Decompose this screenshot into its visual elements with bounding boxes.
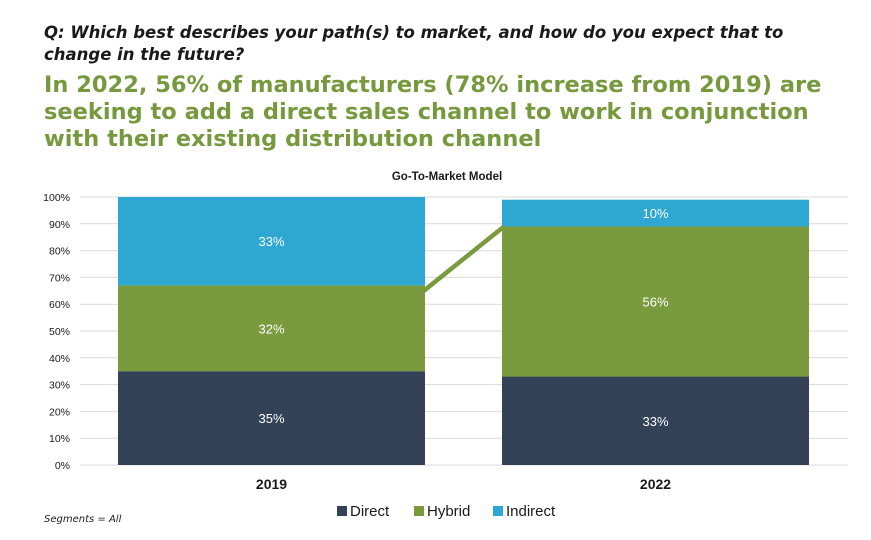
bar-segment-indirect-2019 xyxy=(118,197,425,286)
x-axis-ticks: 2019 2022 xyxy=(256,476,671,492)
bar-segment-direct-2019 xyxy=(118,371,425,465)
y-tick-label: 20% xyxy=(49,406,70,418)
legend: Direct Hybrid Indirect xyxy=(337,503,556,520)
data-label: 33% xyxy=(642,414,668,429)
legend-swatch-hybrid xyxy=(414,506,424,516)
headline: In 2022, 56% of manufacturers (78% incre… xyxy=(44,72,822,152)
survey-question: Q: Which best describes your path(s) to … xyxy=(44,23,784,64)
y-tick-label: 40% xyxy=(49,353,70,365)
legend-label-indirect: Indirect xyxy=(506,503,556,520)
legend-label-direct: Direct xyxy=(350,503,390,520)
data-label: 35% xyxy=(258,411,284,426)
y-tick-label: 30% xyxy=(49,380,70,392)
legend-swatch-direct xyxy=(337,506,347,516)
bar-segment-direct-2022 xyxy=(502,376,809,465)
y-tick-label: 10% xyxy=(49,433,70,445)
bar-segment-indirect-2022 xyxy=(502,199,809,227)
bar-segment-hybrid-2022 xyxy=(502,226,809,377)
hybrid-connector-line xyxy=(421,224,506,294)
footnote: Segments = All xyxy=(44,514,122,525)
chart-title: Go-To-Market Model xyxy=(392,171,502,183)
data-label: 10% xyxy=(642,206,668,221)
y-tick-label: 100% xyxy=(43,192,70,204)
data-label: 32% xyxy=(258,321,284,336)
bars xyxy=(118,197,809,465)
bar-segment-hybrid-2019 xyxy=(118,285,425,372)
y-tick-label: 60% xyxy=(49,299,70,311)
y-tick-label: 50% xyxy=(49,326,70,338)
data-label: 56% xyxy=(642,295,668,310)
y-tick-label: 0% xyxy=(55,460,70,472)
legend-label-hybrid: Hybrid xyxy=(427,503,470,520)
y-tick-label: 70% xyxy=(49,272,70,284)
data-label: 33% xyxy=(258,234,284,249)
y-tick-label: 80% xyxy=(49,246,70,258)
y-tick-label: 90% xyxy=(49,219,70,231)
data-labels: 35% 32% 33% 33% 56% 10% xyxy=(258,206,668,429)
legend-swatch-indirect xyxy=(493,506,503,516)
y-axis-ticks: 0% 10% 20% 30% 40% 50% 60% 70% 80% 90% 100% xyxy=(43,192,70,472)
x-tick-label: 2022 xyxy=(640,476,671,492)
x-tick-label: 2019 xyxy=(256,476,287,492)
